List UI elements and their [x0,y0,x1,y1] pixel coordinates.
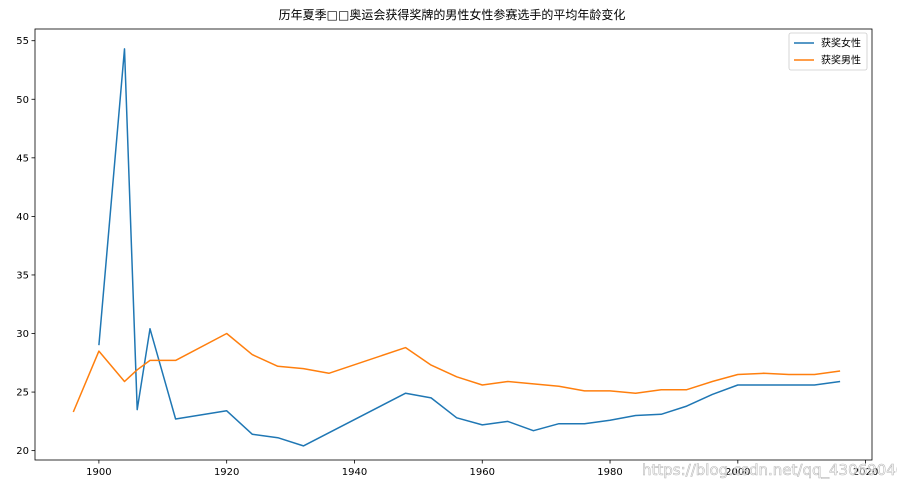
watermark-text: https://blog.csdn.net/qq_43069046 [642,461,897,480]
series-layer [72,48,841,447]
y-tick-label: 30 [16,329,29,340]
legend-label: 获奖女性 [821,37,861,50]
x-tick-label: 1960 [470,467,495,478]
y-tick-label: 45 [16,153,29,164]
x-tick-label: 2020 [853,467,878,478]
x-tick-label: 2000 [725,467,750,478]
y-tick-label: 25 [16,388,29,399]
y-tick-label: 35 [16,270,29,281]
plot-area-frame [34,28,873,461]
chart-title: 历年夏季□□奥运会获得奖牌的男性女性参赛选手的平均年龄变化 [279,7,626,22]
y-tick-label: 50 [16,95,29,106]
y-tick-label: 40 [16,212,29,223]
x-tick-label: 1940 [342,467,367,478]
x-tick-label: 1900 [86,467,111,478]
series-line-1 [98,48,841,447]
y-tick-label: 55 [16,36,29,47]
legend-label: 获奖男性 [821,54,861,67]
x-tick-label: 1920 [214,467,239,478]
y-tick-label: 20 [16,446,29,457]
x-axis: 1900 1920 1940 1960 1980 2000 2020 [86,460,878,478]
y-axis: 20 25 30 35 40 45 50 55 [16,36,35,457]
x-tick-label: 1980 [597,467,622,478]
series-line-2 [72,332,841,413]
